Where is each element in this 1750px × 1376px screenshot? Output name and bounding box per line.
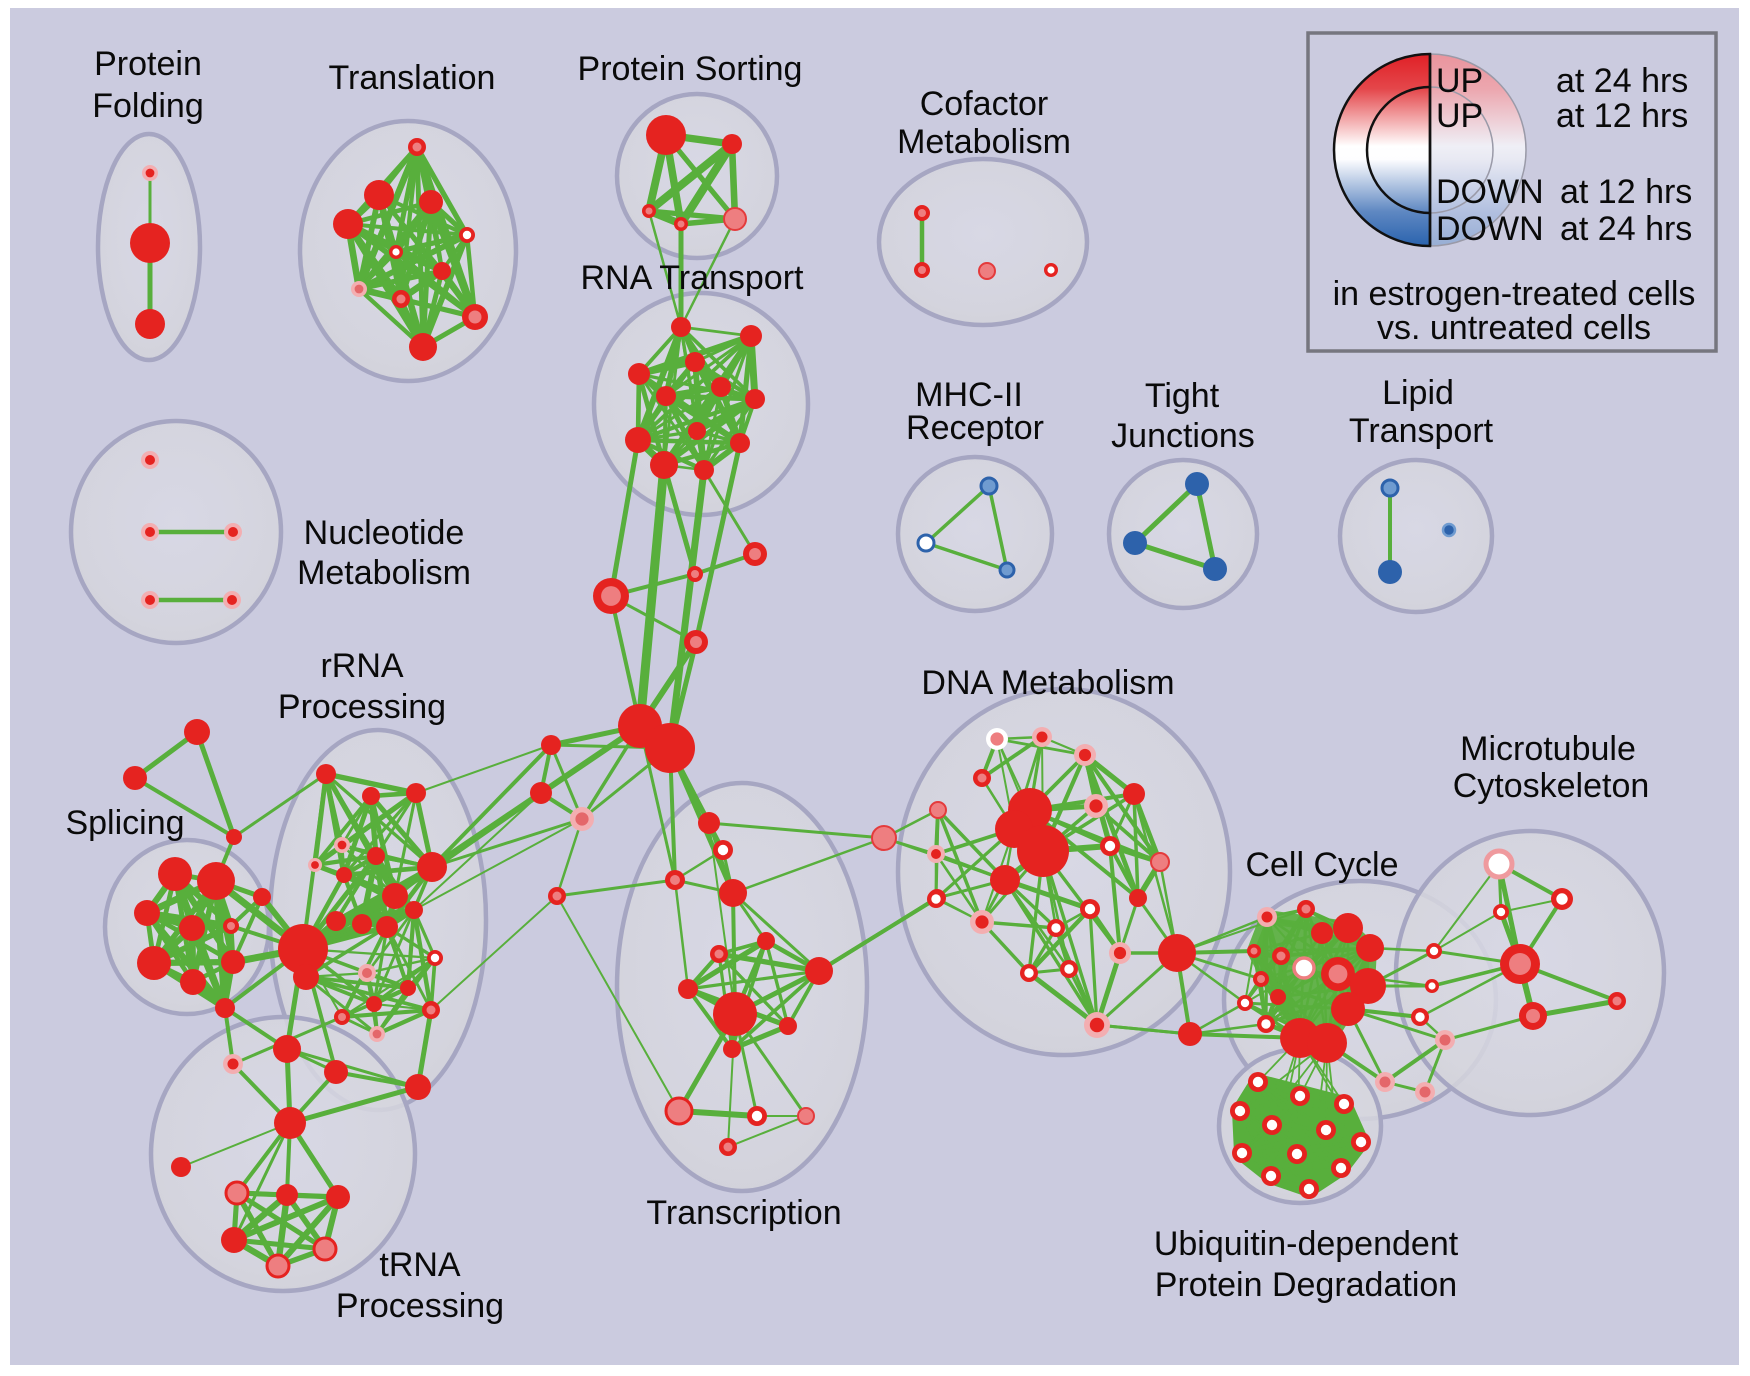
svg-text:Lipid: Lipid [1382,374,1454,412]
svg-text:UP: UP [1436,62,1483,100]
svg-text:Cell Cycle: Cell Cycle [1245,846,1398,884]
svg-text:Protein: Protein [94,45,202,83]
svg-text:Transport: Transport [1349,412,1494,450]
svg-text:rRNA: rRNA [320,647,403,685]
svg-text:Protein Sorting: Protein Sorting [578,50,803,88]
svg-text:MHC-II: MHC-II [915,376,1023,414]
svg-text:Processing: Processing [278,688,446,726]
svg-text:Metabolism: Metabolism [897,123,1071,161]
svg-text:Nucleotide: Nucleotide [304,514,465,552]
svg-text:Protein Degradation: Protein Degradation [1155,1266,1457,1304]
svg-text:Ubiquitin-dependent: Ubiquitin-dependent [1154,1225,1459,1263]
svg-text:Metabolism: Metabolism [297,554,471,592]
svg-text:Transcription: Transcription [646,1194,841,1232]
svg-text:at 24 hrs: at 24 hrs [1556,62,1688,100]
svg-text:Junctions: Junctions [1111,417,1255,455]
svg-text:Cytoskeleton: Cytoskeleton [1453,767,1650,805]
svg-text:DNA Metabolism: DNA Metabolism [921,664,1174,702]
svg-text:Folding: Folding [92,87,204,125]
svg-text:DOWN: DOWN [1436,210,1544,248]
svg-text:at 12 hrs: at 12 hrs [1556,97,1688,135]
svg-text:vs. untreated cells: vs. untreated cells [1377,309,1651,347]
svg-text:DOWN: DOWN [1436,173,1544,211]
svg-text:UP: UP [1436,97,1483,135]
svg-text:Receptor: Receptor [906,409,1044,447]
svg-text:tRNA: tRNA [379,1246,461,1284]
svg-text:RNA Transport: RNA Transport [581,259,805,297]
svg-text:Translation: Translation [329,59,496,97]
svg-text:Tight: Tight [1145,377,1220,415]
svg-text:at 24 hrs: at 24 hrs [1560,210,1692,248]
svg-text:Processing: Processing [336,1287,504,1325]
svg-text:Microtubule: Microtubule [1460,730,1636,768]
svg-text:Cofactor: Cofactor [920,85,1049,123]
svg-text:at 12 hrs: at 12 hrs [1560,173,1692,211]
svg-text:Splicing: Splicing [65,804,184,842]
svg-text:in estrogen-treated cells: in estrogen-treated cells [1333,275,1696,313]
